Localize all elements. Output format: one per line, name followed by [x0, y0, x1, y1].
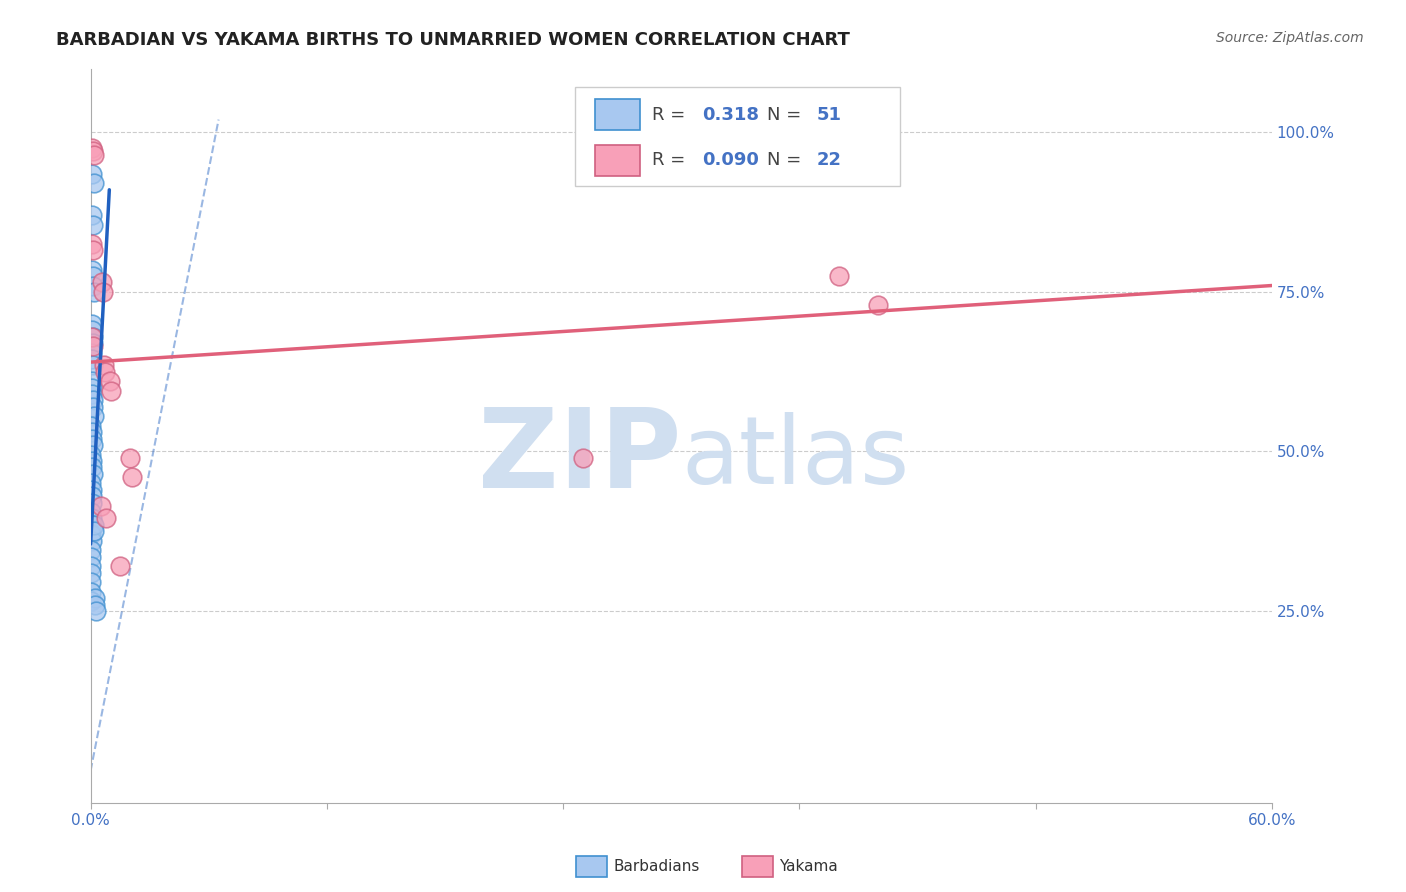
- Point: [80, 575, 103, 590]
- Point: [80, 345, 103, 359]
- Point: [80, 533, 103, 548]
- Text: atlas: atlas: [682, 411, 910, 504]
- Text: N =: N =: [768, 105, 807, 124]
- Point: [82, 268, 104, 283]
- Point: [80, 425, 103, 440]
- Text: ZIP: ZIP: [478, 404, 682, 511]
- Point: [82, 218, 104, 232]
- Point: [82, 262, 104, 277]
- Text: BARBADIAN VS YAKAMA BIRTHS TO UNMARRIED WOMEN CORRELATION CHART: BARBADIAN VS YAKAMA BIRTHS TO UNMARRIED …: [56, 31, 851, 49]
- Point: [83, 598, 105, 612]
- Text: 0.090: 0.090: [703, 152, 759, 169]
- Point: [80, 454, 103, 468]
- Point: [82, 467, 104, 481]
- Point: [80, 549, 103, 564]
- Point: [84, 604, 107, 618]
- Text: N =: N =: [768, 152, 807, 169]
- Point: [83, 285, 105, 299]
- Point: [82, 400, 104, 414]
- Point: [82, 278, 104, 293]
- Point: [83, 517, 105, 532]
- Point: [80, 476, 103, 491]
- Point: [80, 511, 103, 525]
- Point: [83, 524, 105, 539]
- Point: [80, 585, 103, 599]
- Point: [82, 460, 104, 475]
- Point: [82, 387, 104, 401]
- Point: [121, 470, 143, 484]
- Point: [80, 317, 103, 331]
- Point: [82, 438, 104, 452]
- Point: [82, 329, 104, 343]
- Point: [80, 543, 103, 558]
- Point: [80, 517, 103, 532]
- Point: [82, 339, 104, 353]
- Point: [868, 298, 890, 312]
- Point: [80, 483, 103, 497]
- Point: [90, 499, 112, 513]
- Point: [80, 594, 103, 608]
- Point: [828, 268, 851, 283]
- Point: [83, 409, 105, 424]
- Point: [108, 559, 131, 574]
- Point: [93, 285, 115, 299]
- Point: [100, 384, 122, 398]
- Point: [82, 359, 104, 373]
- Point: [80, 489, 103, 503]
- Point: [82, 167, 104, 181]
- Point: [80, 381, 103, 395]
- Point: [82, 432, 104, 446]
- Point: [94, 365, 117, 379]
- Text: 51: 51: [817, 105, 842, 124]
- Bar: [595, 145, 640, 176]
- Text: 22: 22: [817, 152, 842, 169]
- Point: [80, 374, 103, 388]
- Point: [82, 335, 104, 350]
- Text: Barbadians: Barbadians: [613, 859, 699, 873]
- Text: R =: R =: [652, 152, 690, 169]
- Point: [80, 448, 103, 462]
- Point: [98, 374, 121, 388]
- Point: [80, 208, 103, 222]
- Point: [82, 323, 104, 337]
- Point: [82, 495, 104, 509]
- Point: [83, 591, 105, 606]
- Text: Source: ZipAtlas.com: Source: ZipAtlas.com: [1216, 31, 1364, 45]
- Point: [83, 177, 105, 191]
- Point: [96, 511, 118, 525]
- Point: [82, 244, 104, 258]
- Point: [82, 141, 104, 155]
- Bar: [595, 99, 640, 130]
- Point: [93, 359, 115, 373]
- Text: R =: R =: [652, 105, 690, 124]
- Point: [80, 527, 103, 541]
- Point: [82, 393, 104, 408]
- Point: [82, 145, 104, 159]
- Text: 0.318: 0.318: [703, 105, 759, 124]
- Point: [82, 329, 104, 343]
- Point: [80, 505, 103, 519]
- Point: [91, 276, 114, 290]
- FancyBboxPatch shape: [575, 87, 900, 186]
- Point: [82, 237, 104, 252]
- Text: Yakama: Yakama: [779, 859, 838, 873]
- Point: [118, 450, 141, 465]
- Point: [80, 419, 103, 434]
- Point: [80, 566, 103, 580]
- Point: [572, 450, 595, 465]
- Point: [80, 559, 103, 574]
- Point: [82, 351, 104, 366]
- Point: [83, 147, 105, 161]
